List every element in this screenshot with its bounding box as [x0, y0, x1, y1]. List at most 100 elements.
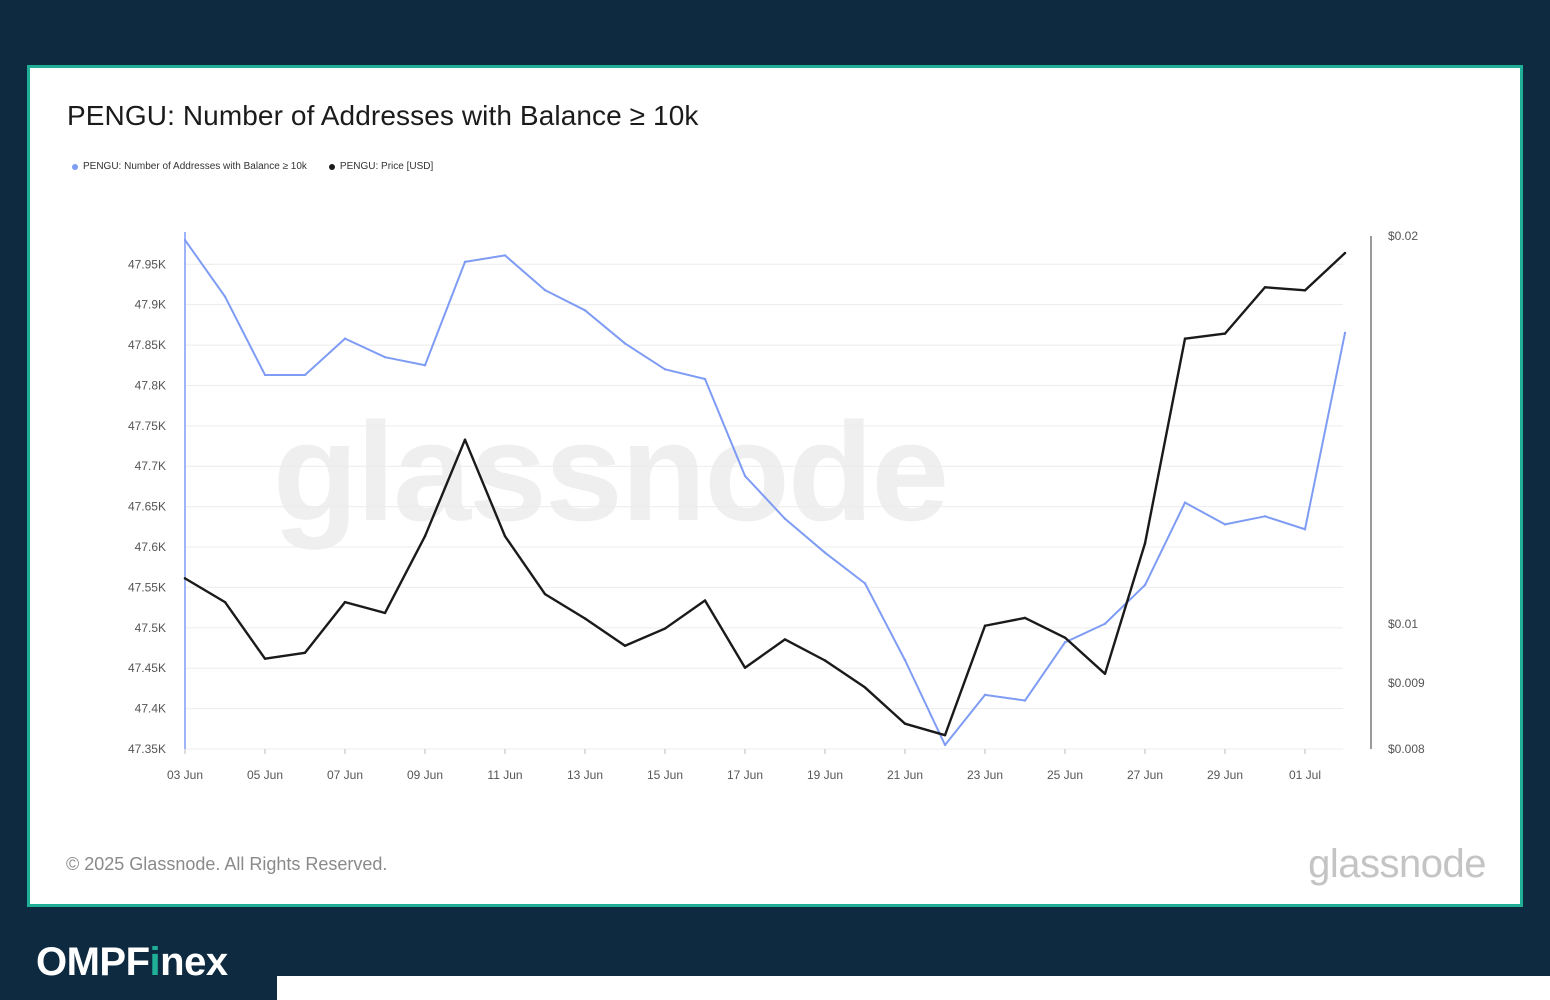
x-tick-label: 25 Jun: [1047, 768, 1083, 782]
point-addresses: [463, 260, 467, 264]
point-price: [303, 651, 307, 654]
y-right-tick-label: $0.009: [1388, 676, 1425, 690]
point-addresses: [1183, 501, 1187, 504]
y-left-tick-label: 47.8K: [135, 378, 166, 392]
point-addresses: [183, 238, 187, 242]
y-left-tick-label: 47.45K: [128, 661, 166, 675]
x-tick-label: 17 Jun: [727, 768, 763, 782]
point-price: [463, 438, 467, 441]
point-addresses: [983, 693, 987, 697]
point-price: [223, 600, 227, 604]
point-addresses: [1303, 528, 1307, 531]
legend-item-addresses[interactable]: PENGU: Number of Addresses with Balance …: [72, 161, 307, 172]
point-price: [823, 659, 827, 662]
x-tick-label: 23 Jun: [967, 768, 1003, 782]
point-addresses: [823, 551, 827, 554]
point-addresses: [303, 373, 307, 377]
point-price: [1143, 542, 1147, 545]
x-tick-label: 01 Jul: [1289, 768, 1321, 782]
point-price: [543, 592, 547, 596]
x-tick-label: 09 Jun: [407, 768, 443, 782]
y-left-tick-label: 47.75K: [128, 419, 166, 433]
legend: PENGU: Number of Addresses with Balance …: [72, 161, 433, 172]
series-line-addresses: [184, 239, 1346, 746]
y-right-tick-label: $0.01: [1388, 617, 1418, 631]
glassnode-logo: glassnode: [1308, 842, 1486, 886]
point-price: [783, 638, 787, 641]
series-line-price: [183, 251, 1347, 737]
y-right-tick-label: $0.02: [1388, 229, 1418, 243]
y-left-tick-label: 47.95K: [128, 257, 166, 271]
point-addresses: [583, 309, 587, 312]
series-layer: [183, 238, 1347, 747]
y-left-tick-label: 47.85K: [128, 338, 166, 352]
point-price: [1303, 289, 1307, 292]
point-price: [1103, 672, 1107, 676]
point-price: [703, 599, 707, 602]
y-right-tick-label: $0.008: [1388, 742, 1425, 756]
x-tick-label: 11 Jun: [487, 768, 522, 782]
ompfinex-logo: OMPFinex: [36, 940, 228, 985]
legend-label-addresses: PENGU: Number of Addresses with Balance …: [83, 161, 307, 172]
point-price: [663, 627, 667, 630]
x-tick-label: 15 Jun: [647, 768, 683, 782]
x-tick-label: 03 Jun: [167, 768, 203, 782]
point-price: [623, 644, 627, 647]
point-addresses: [943, 743, 947, 747]
x-tick-label: 21 Jun: [887, 768, 923, 782]
point-price: [503, 534, 507, 538]
point-price: [1183, 337, 1187, 340]
x-tick-label: 27 Jun: [1127, 768, 1163, 782]
x-tick-label: 07 Jun: [327, 768, 363, 782]
x-axis: 03 Jun 05 Jun 07 Jun 09 Jun 11 Jun 13 Jun 15 J…: [167, 749, 1321, 782]
x-tick-label: 13 Jun: [567, 768, 603, 782]
point-addresses: [1103, 622, 1107, 625]
point-price: [743, 666, 747, 669]
point-addresses: [1343, 331, 1347, 335]
y-left-tick-label: 47.65K: [128, 500, 166, 514]
legend-dot-addresses: [72, 163, 78, 170]
point-addresses: [423, 364, 427, 367]
y-left-tick-label: 47.55K: [128, 580, 166, 594]
point-addresses: [1023, 699, 1027, 702]
y-left-tick-label: 47.4K: [135, 702, 166, 716]
point-addresses: [1223, 523, 1227, 526]
point-addresses: [383, 355, 387, 359]
point-price: [263, 657, 267, 660]
bottom-bar: [277, 976, 1550, 1000]
point-price: [1343, 251, 1347, 255]
watermark-text: glassnode: [273, 393, 947, 550]
chart-plot[interactable]: glassnode 47.35K 47.4K 47.45K 47.5K 47.55K 47…: [30, 68, 1520, 904]
brand-accent: i: [149, 940, 161, 984]
x-tick-label: 05 Jun: [247, 768, 283, 782]
point-addresses: [703, 377, 707, 381]
y-left-tick-label: 47.5K: [135, 621, 166, 635]
point-price: [183, 577, 187, 580]
point-addresses: [503, 254, 507, 257]
legend-label-price: PENGU: Price [USD]: [339, 161, 434, 172]
point-addresses: [543, 288, 547, 292]
point-addresses: [623, 342, 627, 345]
brand-prefix: OMPF: [36, 940, 150, 984]
x-tick-label: 29 Jun: [1207, 768, 1243, 782]
x-tick-label: 19 Jun: [807, 768, 843, 782]
copyright-text: © 2025 Glassnode. All Rights Reserved.: [66, 854, 388, 874]
legend-dot-price: [328, 163, 335, 170]
point-addresses: [663, 368, 667, 371]
point-price: [423, 534, 427, 538]
y-left-tick-label: 47.6K: [135, 540, 166, 554]
point-addresses: [343, 337, 347, 340]
point-addresses: [863, 582, 867, 585]
point-addresses: [1143, 583, 1147, 587]
point-addresses: [1263, 515, 1267, 518]
point-addresses: [783, 517, 787, 520]
legend-item-price[interactable]: PENGU: Price [USD]: [328, 161, 434, 172]
brand-suffix: nex: [160, 940, 228, 984]
chart-title: PENGU: Number of Addresses with Balance …: [67, 100, 699, 131]
grid: [185, 263, 1343, 750]
y-left-tick-label: 47.35K: [128, 742, 166, 756]
point-price: [1063, 636, 1067, 639]
point-addresses: [263, 373, 267, 377]
point-addresses: [223, 295, 227, 298]
point-price: [583, 617, 587, 620]
